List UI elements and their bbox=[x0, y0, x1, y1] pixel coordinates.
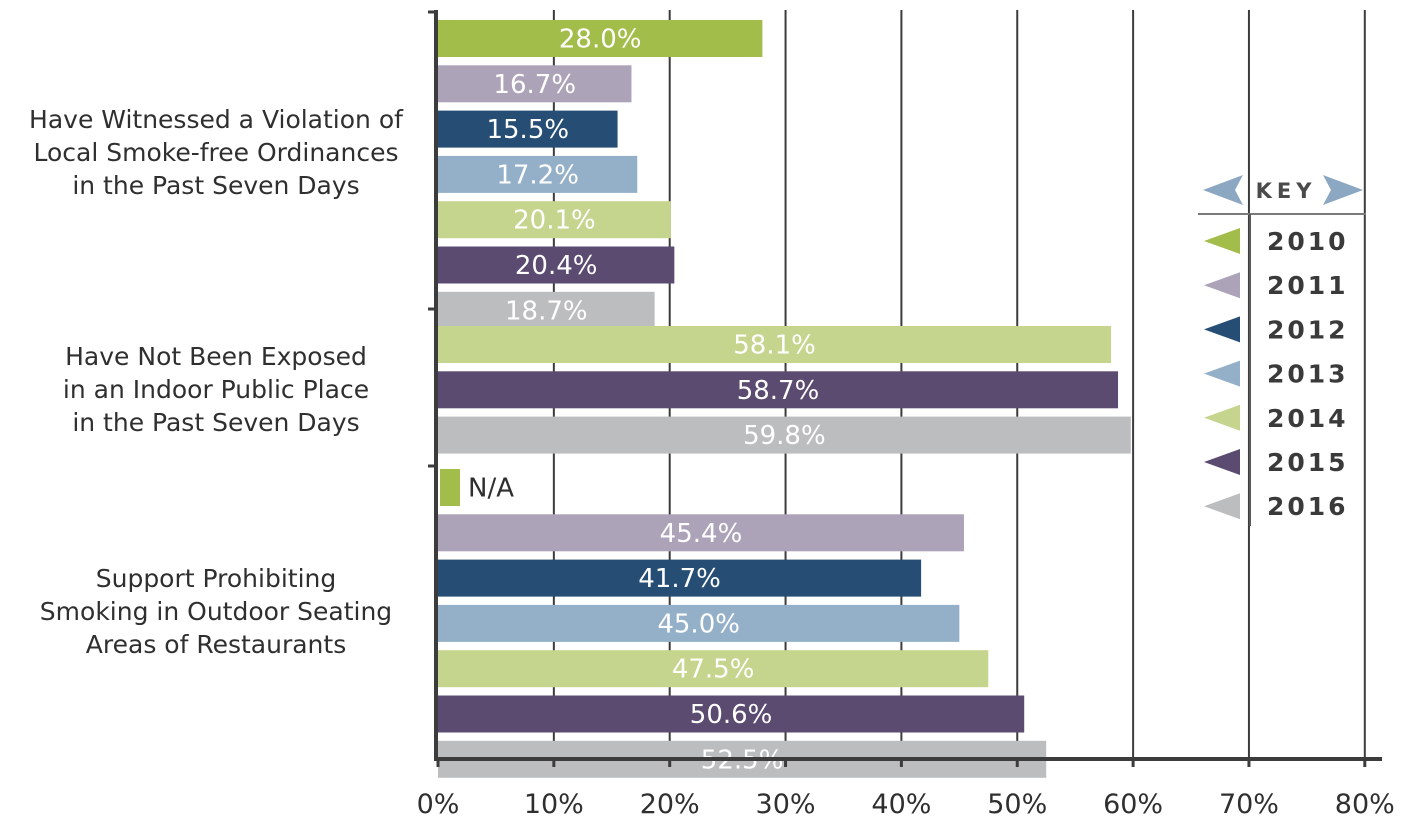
data-label: 41.7% bbox=[638, 564, 721, 594]
category-label: Have Not Been Exposed in an Indoor Public… bbox=[63, 342, 369, 437]
data-label: N/A bbox=[468, 474, 514, 504]
category-labels: Have Witnessed a Violation of Local Smoke… bbox=[29, 105, 404, 659]
key-entry: 2014 bbox=[1267, 404, 1349, 433]
bars: 28.0% 16.7% 15.5% 17.2% 20.1% 20.4% 18.7% 58.1%… bbox=[438, 20, 1131, 778]
data-label: 59.8% bbox=[743, 421, 826, 451]
bar bbox=[438, 371, 1119, 409]
category-label-line: Smoking in Outdoor Seating bbox=[40, 597, 392, 626]
data-label: 17.2% bbox=[496, 160, 579, 190]
category-label-line: Have Witnessed a Violation of bbox=[29, 105, 404, 134]
bar bbox=[438, 416, 1131, 454]
key-swatch-icon bbox=[1204, 360, 1240, 387]
bar bbox=[438, 650, 989, 688]
bar bbox=[438, 201, 671, 239]
category-label: Support Prohibiting Smoking in Outdoor Se… bbox=[40, 564, 392, 659]
x-tick-label: 20% bbox=[640, 789, 700, 816]
key-swatch-icon bbox=[1204, 449, 1240, 475]
data-label: 16.7% bbox=[493, 70, 576, 100]
bar bbox=[438, 246, 675, 284]
x-tick-label: 30% bbox=[756, 789, 816, 816]
axes: 0% 10% 20% 30% 40% 50% 60% 70% 80% bbox=[417, 10, 1395, 816]
bar bbox=[438, 326, 1112, 363]
key-entry: 2016 bbox=[1267, 492, 1349, 521]
category-label: Have Witnessed a Violation of Local Smoke… bbox=[29, 105, 404, 200]
category-label-line: Areas of Restaurants bbox=[86, 630, 346, 659]
bar bbox=[438, 559, 922, 597]
key-entry: 2011 bbox=[1267, 271, 1349, 300]
data-label: 47.5% bbox=[672, 655, 755, 685]
x-tick-label: 60% bbox=[1103, 789, 1163, 816]
x-tick-label: 50% bbox=[987, 789, 1047, 816]
category-label-line: Support Prohibiting bbox=[96, 564, 337, 593]
bar bbox=[438, 155, 638, 193]
data-label: 18.7% bbox=[505, 296, 588, 326]
bar bbox=[438, 110, 618, 148]
key-entry: 2013 bbox=[1267, 360, 1349, 389]
key-left-arrow-icon bbox=[1203, 175, 1243, 205]
bar bbox=[438, 20, 763, 57]
category-label-line: in the Past Seven Days bbox=[72, 171, 359, 200]
x-tick-label: 40% bbox=[871, 789, 931, 816]
data-label: 45.0% bbox=[657, 609, 740, 639]
legend-key: KEY 2010 2011 2012 2013 2014 2015 2016 bbox=[1198, 175, 1366, 526]
data-label: 58.7% bbox=[737, 376, 820, 406]
key-entry: 2012 bbox=[1267, 315, 1349, 344]
key-right-arrow-icon bbox=[1323, 175, 1363, 205]
key-swatch-icon bbox=[1204, 228, 1240, 254]
category-label-line: Have Not Been Exposed bbox=[65, 342, 367, 371]
x-tick-label: 70% bbox=[1219, 789, 1279, 816]
data-label: 58.1% bbox=[733, 331, 816, 361]
bar bbox=[438, 604, 960, 642]
key-swatch-icon bbox=[1204, 493, 1240, 520]
bar-na-stub bbox=[440, 469, 460, 506]
x-tick-label: 80% bbox=[1335, 789, 1395, 816]
key-swatch-icon bbox=[1204, 316, 1240, 343]
data-label: 45.4% bbox=[660, 519, 743, 549]
category-label-line: in an Indoor Public Place bbox=[63, 375, 369, 404]
data-label: 50.6% bbox=[690, 700, 773, 730]
data-label: 15.5% bbox=[486, 115, 569, 145]
bar bbox=[438, 291, 655, 329]
x-tick-label: 0% bbox=[417, 789, 460, 816]
bar bbox=[438, 65, 632, 103]
data-label: 20.1% bbox=[513, 206, 596, 236]
bar bbox=[438, 695, 1025, 733]
data-label: 20.4% bbox=[515, 251, 598, 281]
data-label: 28.0% bbox=[559, 25, 642, 55]
bar bbox=[438, 514, 964, 552]
key-swatch-icon bbox=[1204, 272, 1240, 299]
x-tick-label: 10% bbox=[524, 789, 584, 816]
key-entry: 2010 bbox=[1267, 227, 1349, 256]
key-entry: 2015 bbox=[1267, 448, 1349, 477]
key-title: KEY bbox=[1256, 179, 1317, 203]
key-swatch-icon bbox=[1204, 404, 1240, 431]
category-label-line: Local Smoke-free Ordinances bbox=[34, 138, 399, 167]
category-label-line: in the Past Seven Days bbox=[72, 408, 359, 437]
